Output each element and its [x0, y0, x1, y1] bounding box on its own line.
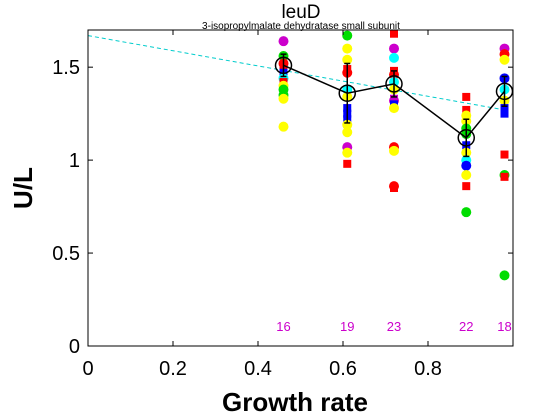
- x-tick-label: 0: [82, 358, 93, 380]
- data-point-circle: [342, 54, 353, 65]
- data-point-square: [500, 109, 509, 118]
- sample-count-label: 16: [276, 319, 290, 334]
- trend-line: [87, 35, 505, 111]
- data-point-circle: [499, 54, 510, 65]
- x-tick-label: 0.6: [329, 358, 357, 380]
- data-point-circle: [461, 169, 472, 180]
- plot-area: 16 19 23 22 18: [87, 29, 514, 334]
- x-axis-label: Growth rate: [222, 387, 368, 417]
- data-point-square: [462, 92, 471, 101]
- data-point-square: [343, 159, 352, 168]
- data-point-circle: [499, 270, 510, 281]
- data-point-square: [500, 104, 509, 113]
- data-point-circle: [278, 93, 289, 104]
- sample-count-label: 18: [497, 319, 511, 334]
- mean-marker: [457, 129, 475, 147]
- mean-marker: [338, 84, 356, 102]
- data-point-square: [500, 150, 509, 159]
- data-point-circle: [389, 145, 399, 156]
- data-point-square: [390, 29, 398, 38]
- sample-count-label: 23: [387, 319, 401, 334]
- data-point-circle: [389, 52, 399, 63]
- y-tick-label: 1: [69, 150, 80, 172]
- chart-subtitle: 3-isopropylmalate dehydratase small subu…: [202, 21, 400, 32]
- data-point-square: [390, 184, 398, 192]
- data-point-square: [462, 182, 471, 191]
- y-axis-label: U/L: [8, 167, 38, 209]
- data-point-square: [500, 172, 509, 181]
- y-tick-label: 0: [69, 336, 80, 358]
- data-point-circle: [278, 121, 289, 132]
- data-point-circle: [461, 160, 472, 171]
- data-point-circle: [389, 103, 399, 114]
- data-point-circle: [278, 36, 289, 47]
- data-point-circle: [342, 127, 353, 138]
- y-tick-label: 0.5: [52, 243, 80, 265]
- data-point-square: [462, 105, 471, 114]
- sample-count-label: 22: [459, 319, 473, 334]
- data-point-circle: [389, 43, 399, 54]
- x-tick-label: 0.8: [414, 358, 442, 380]
- mean-marker: [385, 75, 403, 93]
- x-tick-label: 0.2: [159, 358, 187, 380]
- data-point-circle: [342, 43, 353, 54]
- data-point-circle: [342, 30, 353, 41]
- x-axis: 0 0.2 0.4 0.6 0.8: [82, 30, 442, 380]
- mean-marker: [274, 56, 293, 75]
- data-point-circle: [461, 207, 472, 218]
- sample-count-label: 19: [340, 319, 354, 334]
- data-point-circle: [342, 147, 353, 158]
- x-tick-label: 0.4: [244, 358, 272, 380]
- y-axis: 0 0.5 1 1.5: [52, 57, 513, 358]
- chart-title: leuD: [281, 2, 320, 23]
- y-tick-label: 1.5: [52, 57, 80, 79]
- plot-frame: [87, 29, 514, 347]
